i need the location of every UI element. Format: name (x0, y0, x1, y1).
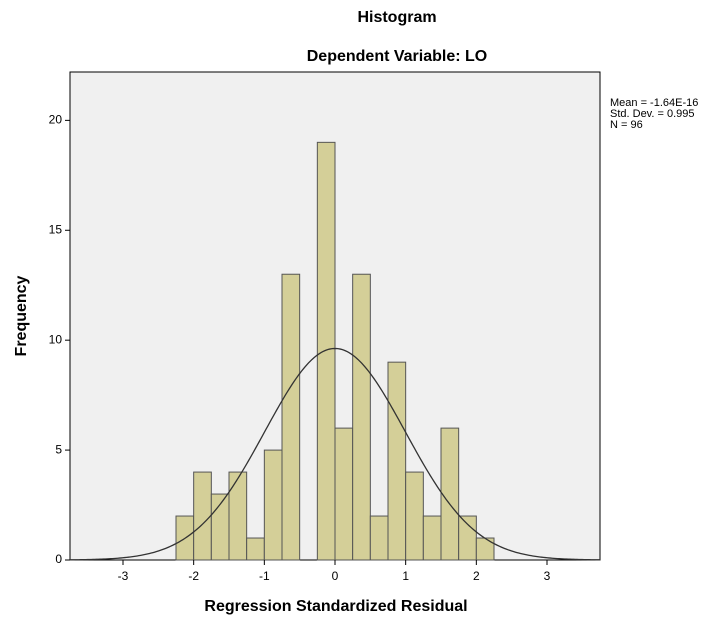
bar (458, 515, 477, 561)
normal-curve (69, 347, 601, 561)
bar (440, 427, 460, 561)
bar (475, 537, 495, 561)
y-axis-label: Frequency (13, 275, 30, 356)
stats-line: Std. Dev. = 0.995 (610, 108, 695, 120)
x-tick-label: 3 (544, 569, 551, 583)
x-tick-label: -1 (259, 569, 270, 583)
stats-line: Mean = -1.64E-16 (610, 97, 698, 109)
bar (246, 537, 265, 561)
bar (352, 273, 371, 561)
bar (422, 515, 442, 561)
chart-title: Histogram (357, 9, 436, 26)
x-tick-label: -3 (118, 569, 129, 583)
stats-line: N = 96 (610, 119, 643, 131)
y-tick-label: 10 (49, 332, 63, 346)
bar (334, 427, 354, 561)
bar (228, 471, 248, 561)
bar (405, 471, 424, 561)
y-tick-label: 5 (55, 442, 62, 456)
y-tick-label: 20 (49, 113, 63, 127)
bar (369, 515, 389, 561)
x-tick-label: 1 (402, 569, 409, 583)
bar (281, 273, 301, 561)
x-tick-label: 2 (473, 569, 480, 583)
x-tick-label: -2 (188, 569, 199, 583)
bar (387, 361, 407, 561)
bar (193, 471, 212, 561)
y-tick-label: 15 (49, 222, 63, 236)
y-tick-label: 0 (55, 552, 62, 566)
x-axis-label: Regression Standardized Residual (204, 598, 467, 615)
bar (263, 449, 283, 561)
x-tick-label: 0 (332, 569, 339, 583)
chart-subtitle: Dependent Variable: LO (307, 48, 487, 65)
bar (316, 141, 336, 561)
